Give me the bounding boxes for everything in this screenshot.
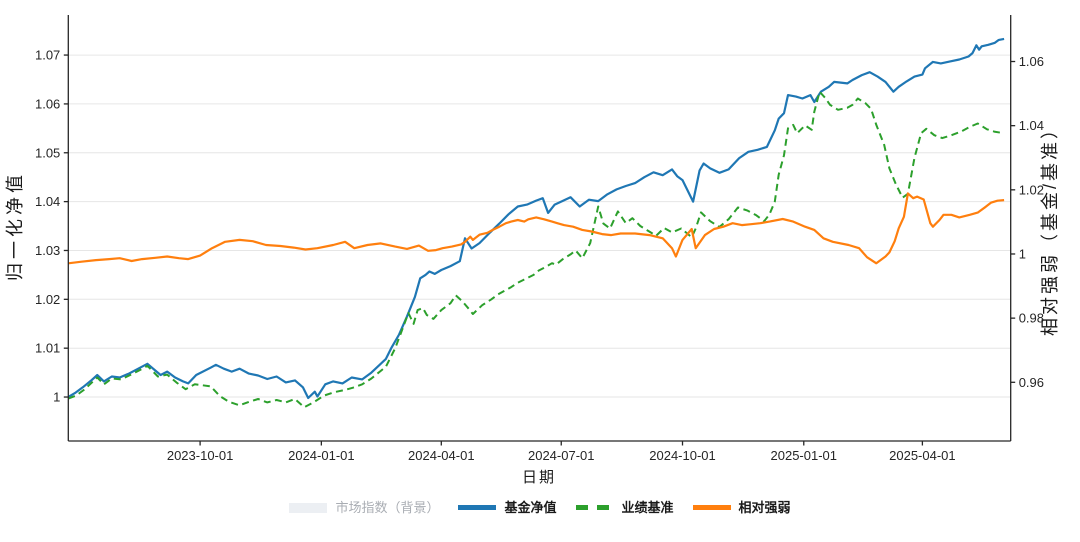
x-tick-label: 2025-01-01 — [771, 448, 838, 463]
legend-swatch-benchmark — [575, 505, 614, 510]
legend: 市场指数（背景） 基金净值 业绩基准 相对强弱 — [0, 501, 1080, 514]
y-axis-left-label: 归一化净值 — [5, 171, 25, 281]
y-tick-label-right: 0.98 — [1019, 311, 1044, 326]
y-tick-label-left: 1.03 — [35, 243, 60, 258]
legend-swatch-fund-nav — [458, 505, 497, 510]
x-tick-label: 2023-10-01 — [167, 448, 234, 463]
axes: 1 1.01 1.02 1.03 1.04 1.05 1.06 1.07 0.96 0.98 1 1.… — [35, 15, 1044, 463]
y-tick-label-right: 1 — [1019, 246, 1026, 261]
series-line-performance-benchmark — [67, 90, 1005, 409]
y-axis-right-label: 相对强弱（基金/基准） — [1040, 118, 1060, 336]
y-tick-label-right: 0.96 — [1019, 375, 1044, 390]
gridlines — [68, 54, 1011, 398]
x-tick-label: 2025-04-01 — [889, 448, 956, 463]
legend-item-benchmark: 业绩基准 — [575, 500, 674, 515]
y-tick-label-right: 1.02 — [1019, 182, 1044, 197]
y-tick-label-left: 1.04 — [35, 194, 60, 209]
legend-label-fund-nav: 基金净值 — [504, 500, 557, 515]
legend-item-relative-strength: 相对强弱 — [692, 500, 791, 515]
series-line-fund-nav — [67, 37, 1005, 400]
y-tick-label-left: 1 — [53, 390, 60, 405]
y-tick-label-right: 1.06 — [1019, 54, 1044, 69]
legend-label-market-index: 市场指数（背景） — [335, 500, 440, 515]
x-tick-label: 2024-07-01 — [528, 448, 595, 463]
legend-swatch-market-index — [289, 502, 328, 513]
x-tick-label: 2024-04-01 — [408, 448, 475, 463]
y-tick-label-left: 1.05 — [35, 145, 60, 160]
legend-label-relative-strength: 相对强弱 — [738, 500, 791, 515]
y-tick-label-left: 1.06 — [35, 96, 60, 111]
y-tick-label-left: 1.01 — [35, 341, 60, 356]
y-tick-label-left: 1.07 — [35, 48, 60, 63]
legend-item-market-index: 市场指数（背景） — [289, 501, 439, 514]
x-tick-label: 2024-10-01 — [649, 448, 716, 463]
legend-label-benchmark: 业绩基准 — [621, 500, 674, 515]
x-axis-label: 日期 — [522, 469, 556, 486]
legend-swatch-relative-strength — [692, 505, 731, 510]
y-tick-label-left: 1.02 — [35, 292, 60, 307]
x-tick-label: 2024-01-01 — [288, 448, 355, 463]
series-line-relative-strength — [68, 192, 1005, 265]
y-tick-label-right: 1.04 — [1019, 118, 1044, 133]
series-lines — [67, 37, 1005, 409]
legend-item-fund-nav: 基金净值 — [458, 500, 557, 515]
